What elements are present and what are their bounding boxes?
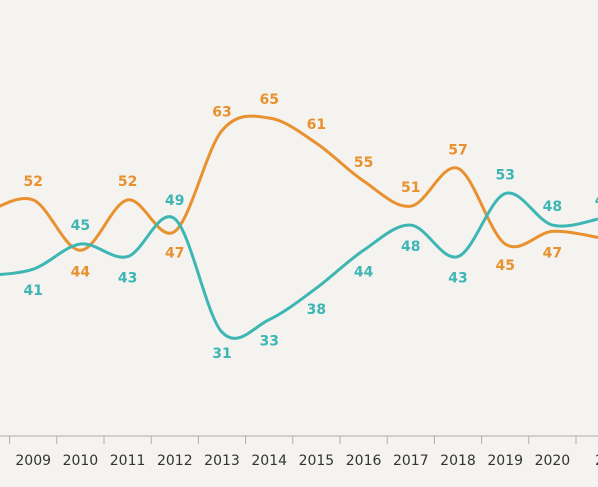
data-label: 48 <box>543 199 562 215</box>
data-label: 41 <box>23 283 42 299</box>
x-tick-label: 2009 <box>15 453 51 469</box>
data-label: 55 <box>354 155 373 171</box>
data-label: 52 <box>118 174 137 190</box>
data-label: 53 <box>495 168 514 184</box>
data-label: 65 <box>259 92 278 108</box>
x-tick-label: 2020 <box>535 453 571 469</box>
data-label: 45 <box>495 258 514 274</box>
x-tick-label: 2013 <box>204 453 240 469</box>
data-label: 43 <box>448 271 467 287</box>
data-label: 4 <box>595 193 598 209</box>
data-label: 57 <box>448 142 467 158</box>
x-tick-label: 2010 <box>63 453 99 469</box>
data-label: 61 <box>307 117 326 133</box>
x-tick-label: 2016 <box>346 453 382 469</box>
data-label: 43 <box>118 271 137 287</box>
data-label: 52 <box>23 174 42 190</box>
data-label: 33 <box>259 334 278 350</box>
data-label: 63 <box>212 105 231 121</box>
data-label: 44 <box>71 264 91 280</box>
x-tick-label: 2018 <box>440 453 476 469</box>
series-lines <box>0 114 598 340</box>
data-label: 38 <box>307 302 326 318</box>
data-label: 48 <box>401 239 420 255</box>
data-label: 44 <box>354 264 374 280</box>
data-label: 51 <box>401 180 420 196</box>
x-axis-ticks: 8200920102011201220132014201520162017201… <box>9 436 598 469</box>
data-label: 47 <box>543 245 562 261</box>
data-label: 47 <box>165 245 184 261</box>
x-tick-label: 2019 <box>487 453 523 469</box>
x-tick-label: 2011 <box>110 453 146 469</box>
x-tick-label: 2 <box>595 453 598 469</box>
x-tick-label: 2015 <box>299 453 335 469</box>
x-tick-label: 2017 <box>393 453 429 469</box>
data-labels: 5244524763656155515745474145434931333844… <box>23 92 598 362</box>
series-line <box>0 191 598 340</box>
data-label: 49 <box>165 193 184 209</box>
x-tick-label: 2014 <box>251 453 287 469</box>
series-line <box>0 114 598 252</box>
x-tick-label: 2012 <box>157 453 193 469</box>
data-label: 45 <box>71 218 90 234</box>
data-label: 31 <box>212 346 231 362</box>
